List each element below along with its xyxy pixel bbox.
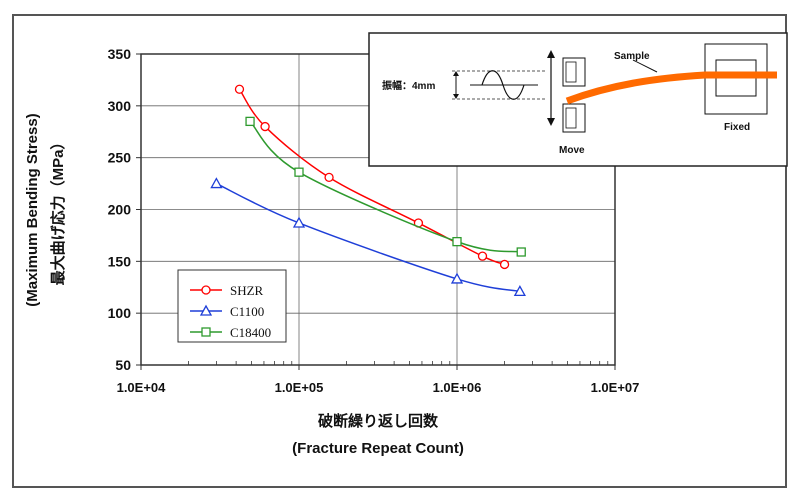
data-point-shzr bbox=[260, 121, 270, 132]
series-line-c18400 bbox=[249, 120, 522, 253]
data-point-c1100 bbox=[292, 216, 306, 228]
data-point-c18400 bbox=[245, 116, 255, 127]
data-point-shzr bbox=[234, 84, 245, 94]
amplitude-wave-icon bbox=[452, 70, 545, 100]
y-tick-label: 300 bbox=[108, 98, 132, 114]
y-tick-label: 350 bbox=[108, 46, 132, 62]
x-tick-label: 1.0E+06 bbox=[433, 380, 482, 395]
legend-label-c18400: C18400 bbox=[230, 325, 271, 340]
legend-item-c18400: C18400 bbox=[190, 325, 271, 340]
move-direction-arrow-icon bbox=[547, 50, 555, 126]
y-tick-label: 150 bbox=[108, 253, 132, 269]
y-tick-labels: 50 100 150 200 250 300 350 bbox=[108, 46, 132, 373]
test-apparatus-inset: 振幅：4mm Move Fixed Sample bbox=[368, 32, 788, 167]
y-tick-label: 100 bbox=[108, 305, 132, 321]
y-axis-title-jp: 最大曲げ応力（MPa） bbox=[49, 135, 67, 286]
legend-marker-c1100 bbox=[199, 304, 213, 316]
moving-clamp-icon bbox=[562, 57, 586, 133]
legend-marker-c18400 bbox=[201, 327, 211, 337]
x-axis-title-jp: 破断繰り返し回数 bbox=[318, 412, 439, 430]
legend-label-c1100: C1100 bbox=[230, 304, 264, 319]
data-point-c1100 bbox=[450, 272, 464, 284]
legend-marker-shzr bbox=[201, 285, 211, 295]
y-tick-label: 200 bbox=[108, 202, 132, 218]
legend-box bbox=[177, 269, 287, 343]
x-tick-label: 1.0E+04 bbox=[117, 380, 167, 395]
data-point-shzr bbox=[324, 172, 334, 183]
data-point-c18400 bbox=[452, 236, 462, 247]
x-tick-labels: 1.0E+04 1.0E+05 1.0E+06 1.0E+07 bbox=[117, 380, 640, 395]
legend-item-c1100: C1100 bbox=[190, 304, 264, 319]
series-layer bbox=[210, 84, 526, 297]
x-tick-label: 1.0E+07 bbox=[591, 380, 640, 395]
series-line-c1100 bbox=[216, 182, 521, 293]
y-axis-title-en: (Maximum Bending Stress) bbox=[24, 113, 41, 306]
legend-item-shzr: SHZR bbox=[190, 283, 264, 298]
legend-label-shzr: SHZR bbox=[230, 283, 264, 298]
series-c1100 bbox=[210, 177, 526, 297]
x-tick-label: 1.0E+05 bbox=[275, 380, 324, 395]
y-tick-label: 250 bbox=[108, 150, 132, 166]
fixed-clamp-icon bbox=[704, 43, 768, 115]
series-shzr bbox=[234, 84, 510, 270]
legend-items: SHZR C1100 C18400 bbox=[190, 283, 271, 340]
data-point-c18400 bbox=[294, 167, 304, 177]
series-c18400 bbox=[245, 116, 526, 257]
data-point-c1100 bbox=[210, 177, 223, 189]
data-point-shzr bbox=[477, 251, 488, 261]
fixed-label: Fixed bbox=[724, 122, 750, 133]
x-axis-title-en: (Fracture Repeat Count) bbox=[292, 440, 464, 457]
sample-label: Sample bbox=[614, 51, 650, 62]
legend: SHZR C1100 C18400 bbox=[177, 269, 287, 343]
move-label: Move bbox=[559, 145, 585, 156]
sample-strip bbox=[565, 71, 777, 105]
data-point-c18400 bbox=[516, 247, 526, 257]
sample-pointer-line bbox=[632, 59, 658, 73]
y-tick-label: 50 bbox=[115, 357, 131, 373]
amplitude-label: 振幅：4mm bbox=[382, 79, 435, 92]
data-point-shzr bbox=[499, 259, 510, 270]
data-point-c1100 bbox=[513, 285, 526, 297]
